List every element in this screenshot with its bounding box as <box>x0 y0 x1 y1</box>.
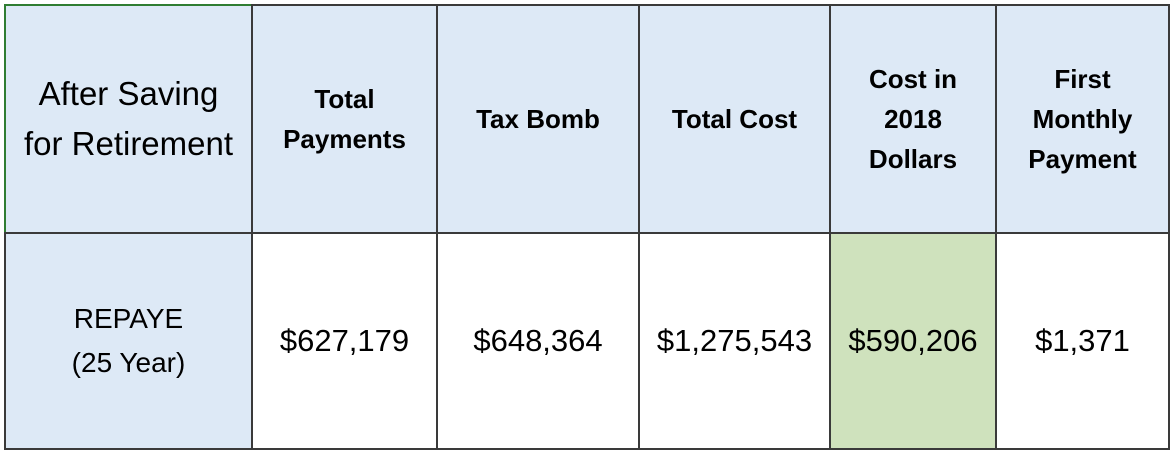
header-line: Dollars <box>868 144 958 174</box>
cell-first-monthly-payment: $1,371 <box>995 232 1170 450</box>
header-line: Cost in <box>868 64 958 94</box>
cell-total-payments: $627,179 <box>251 232 438 450</box>
corner-header: After Saving for Retirement <box>4 4 253 234</box>
corner-header-line-2: for Retirement <box>23 125 234 162</box>
header-line: Monthly <box>1032 104 1133 134</box>
header-line: Tax Bomb <box>476 104 600 134</box>
header-row: After Saving for Retirement Total Paymen… <box>4 4 1170 234</box>
header-line: Total <box>314 84 375 114</box>
row-header-repaye: REPAYE (25 Year) <box>4 232 253 450</box>
header-line: Total Cost <box>671 104 798 134</box>
header-line: Payment <box>1028 144 1137 174</box>
header-first-monthly-payment: First Monthly Payment <box>995 4 1170 234</box>
header-line: Payments <box>283 124 406 154</box>
row-header-line-1: REPAYE <box>73 303 184 334</box>
header-tax-bomb: Tax Bomb <box>436 4 640 234</box>
corner-header-line-1: After Saving <box>38 75 219 112</box>
cell-tax-bomb: $648,364 <box>436 232 640 450</box>
payment-comparison-table: After Saving for Retirement Total Paymen… <box>4 4 1170 450</box>
row-header-line-2: (25 Year) <box>71 347 186 378</box>
header-line: First <box>1054 64 1111 94</box>
header-total-cost: Total Cost <box>638 4 831 234</box>
table-row: REPAYE (25 Year) $627,179 $648,364 $1,27… <box>4 232 1170 450</box>
cell-cost-in-2018-dollars: $590,206 <box>829 232 997 450</box>
header-total-payments: Total Payments <box>251 4 438 234</box>
cell-total-cost: $1,275,543 <box>638 232 831 450</box>
header-line: 2018 <box>884 104 942 134</box>
header-cost-in-2018-dollars: Cost in 2018 Dollars <box>829 4 997 234</box>
